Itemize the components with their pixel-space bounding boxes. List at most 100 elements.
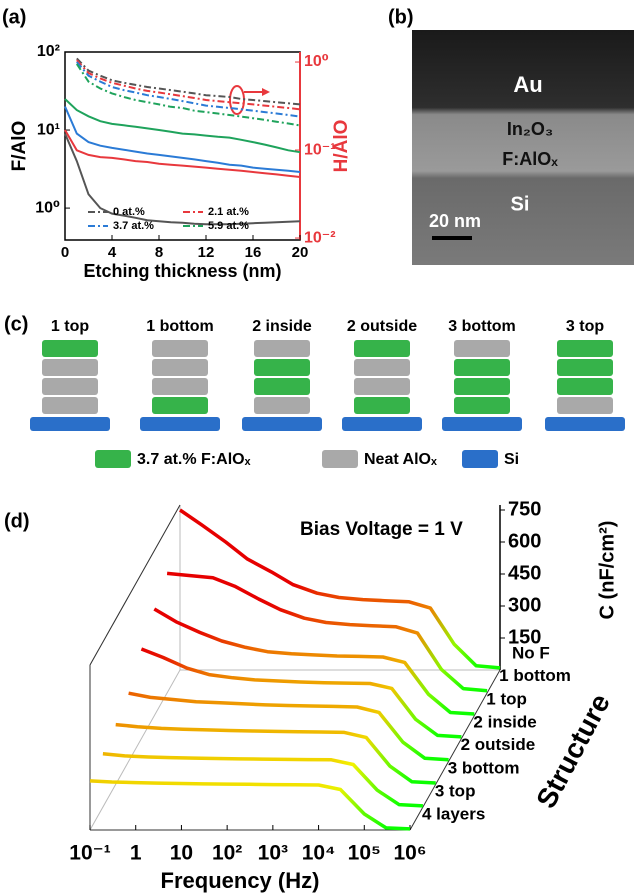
stack-label: 3 top	[566, 318, 604, 335]
y-tick-label: 10⁰	[35, 199, 60, 216]
stack-label: 2 inside	[252, 318, 312, 335]
layer-label: In₂O₃	[507, 119, 553, 139]
panel-label: (a)	[2, 6, 26, 28]
layer	[254, 378, 310, 395]
layer	[454, 378, 510, 395]
layer-label: F:AlOₓ	[502, 149, 558, 169]
layer	[152, 340, 208, 357]
x-tick-label: 8	[155, 244, 163, 261]
x-axis-label: Etching thickness (nm)	[83, 261, 281, 281]
layer	[557, 378, 613, 395]
structure-label: 2 outside	[461, 735, 536, 754]
curve	[89, 779, 411, 831]
legend-label: Neat AlOₓ	[364, 451, 437, 468]
substrate	[30, 417, 110, 431]
layer	[354, 378, 410, 395]
line	[76, 59, 301, 111]
scale-bar-label: 20 nm	[429, 211, 481, 231]
layer	[42, 378, 98, 395]
structure-label: 1 top	[486, 689, 527, 708]
y-axis-label: C (nF/cm²)	[596, 521, 618, 620]
curve	[128, 691, 449, 762]
substrate	[242, 417, 322, 431]
annotation: Bias Voltage = 1 V	[300, 519, 463, 540]
line	[76, 61, 301, 118]
x-tick-label: 10⁵	[348, 842, 381, 865]
x-tick-label: 16	[245, 244, 262, 261]
line	[75, 63, 301, 127]
y2-tick-label: 10⁻²	[304, 229, 336, 246]
curve	[140, 647, 462, 739]
layer	[254, 397, 310, 414]
layer	[454, 397, 510, 414]
tem-image	[412, 30, 634, 265]
layer	[557, 359, 613, 376]
y2-tick-label: 10⁻¹	[304, 141, 336, 158]
y-tick-label: 750	[508, 498, 541, 520]
x-tick-label: 12	[198, 244, 215, 261]
layer	[454, 359, 510, 376]
legend-swatch	[95, 450, 131, 468]
scale-bar	[432, 236, 472, 240]
x-tick-label: 10³	[258, 842, 288, 865]
layer-label: Si	[511, 193, 530, 215]
box-edge	[89, 504, 181, 666]
line	[64, 98, 301, 154]
x-tick-label: 10⁻¹	[69, 842, 110, 865]
panel-label: (c)	[4, 313, 28, 335]
layer	[254, 340, 310, 357]
layer	[152, 359, 208, 376]
legend-swatch	[322, 450, 358, 468]
legend-label: 5.9 at.%	[208, 220, 249, 232]
y2-axis-label: H/AlO	[331, 120, 352, 173]
legend-label: 0 at.%	[113, 206, 145, 218]
structure-label: 2 inside	[473, 712, 536, 731]
legend-label: Si	[504, 451, 519, 468]
x-tick-label: 10⁶	[393, 842, 426, 865]
stack-label: 1 top	[51, 318, 89, 335]
layer	[42, 340, 98, 357]
stack-label: 1 bottom	[146, 318, 214, 335]
structure-label: 1 bottom	[499, 666, 571, 685]
curve	[102, 752, 423, 808]
layer	[354, 359, 410, 376]
legend-swatch	[462, 450, 498, 468]
layer	[254, 359, 310, 376]
substrate	[342, 417, 422, 431]
y2-tick-label: 10⁰	[304, 53, 329, 70]
x-tick-label: 20	[292, 244, 309, 261]
annotation-arrow-head	[262, 88, 270, 96]
x-tick-label: 4	[108, 244, 117, 261]
curve	[115, 722, 436, 785]
line	[64, 106, 301, 173]
x-tick-label: 10²	[212, 842, 242, 865]
substrate	[140, 417, 220, 431]
curve	[166, 571, 488, 693]
y-tick-label: 300	[508, 594, 541, 616]
layer	[557, 340, 613, 357]
substrate	[442, 417, 522, 431]
x-tick-label: 10⁴	[302, 842, 336, 865]
layer	[557, 397, 613, 414]
legend-label: 3.7 at.%	[113, 220, 154, 232]
x-axis-label: Frequency (Hz)	[161, 868, 320, 893]
legend-label: 2.1 at.%	[208, 206, 249, 218]
x-tick-label: 10	[170, 842, 193, 865]
y-tick-label: 10¹	[37, 121, 60, 138]
y-tick-label: 10²	[37, 43, 60, 60]
stack-label: 3 bottom	[448, 318, 516, 335]
z-axis-label: Structure	[530, 689, 616, 813]
structure-label: 3 top	[435, 781, 476, 800]
curve	[153, 607, 475, 716]
layer-label: Au	[513, 72, 542, 97]
legend-label: 3.7 at.% F:AlOₓ	[137, 451, 251, 468]
panel-label: (b)	[388, 6, 414, 28]
substrate	[545, 417, 625, 431]
y-tick-label: 450	[508, 562, 541, 584]
layer	[152, 397, 208, 414]
panel-label: (d)	[4, 510, 30, 532]
box-edge	[89, 669, 181, 831]
y-tick-label: 150	[508, 626, 541, 648]
curve	[179, 508, 501, 670]
layer	[42, 397, 98, 414]
